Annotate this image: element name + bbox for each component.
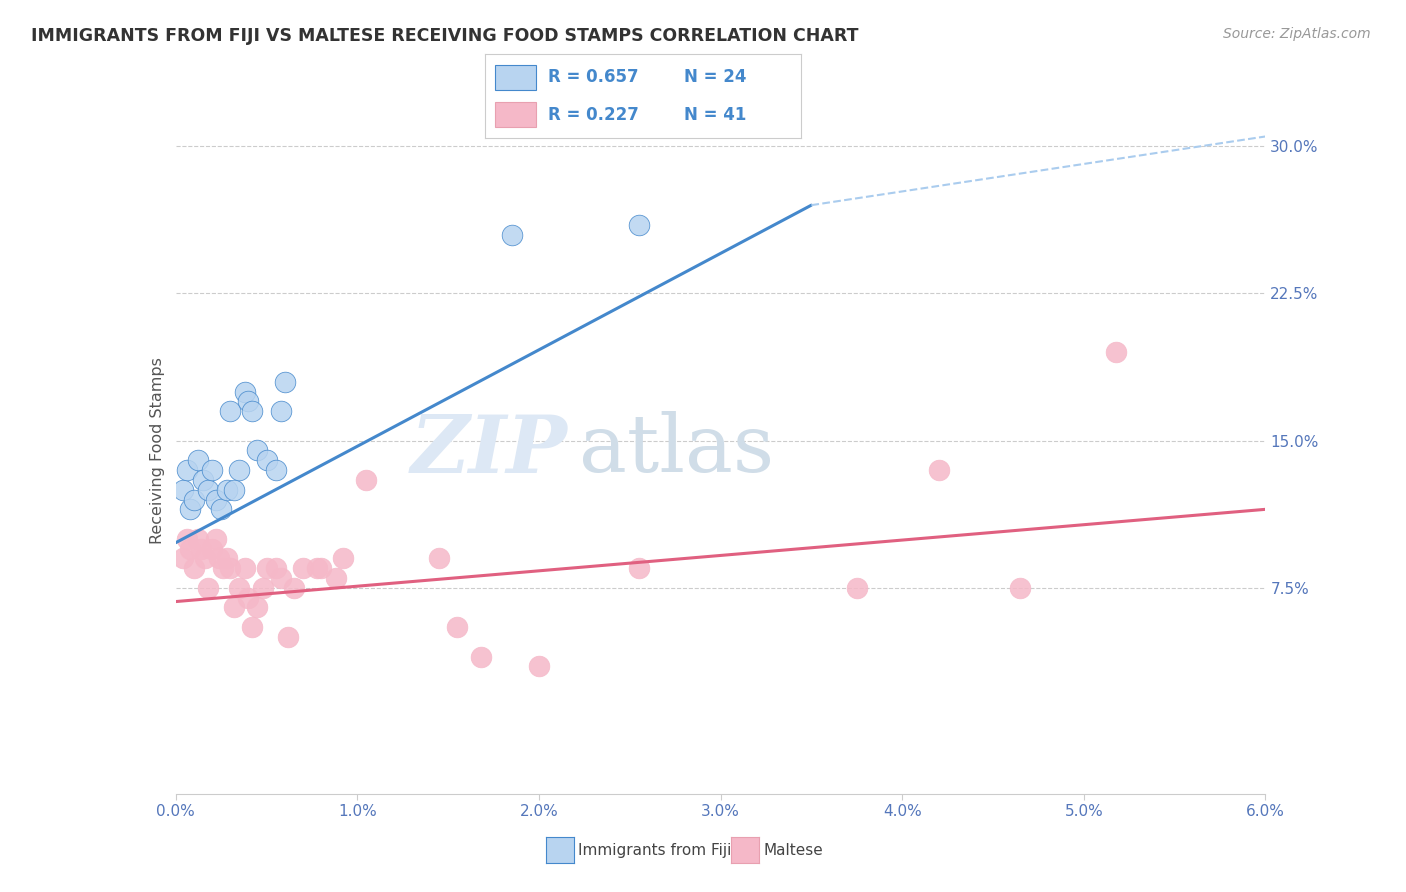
Point bbox=[1010, 581, 1032, 595]
Point bbox=[233, 384, 256, 399]
Text: N = 41: N = 41 bbox=[685, 105, 747, 123]
Point bbox=[197, 581, 219, 595]
Point bbox=[256, 561, 278, 575]
Point bbox=[240, 620, 263, 634]
Point bbox=[186, 453, 209, 467]
Point bbox=[228, 463, 250, 477]
Point bbox=[283, 581, 305, 595]
Point bbox=[238, 394, 260, 409]
Point bbox=[176, 463, 198, 477]
Point bbox=[240, 404, 263, 418]
Point bbox=[228, 581, 250, 595]
Point bbox=[194, 551, 217, 566]
Point bbox=[222, 600, 245, 615]
Bar bbox=[495, 102, 536, 128]
Point bbox=[176, 532, 198, 546]
Point bbox=[179, 502, 201, 516]
Text: atlas: atlas bbox=[579, 411, 775, 490]
Point bbox=[277, 630, 299, 644]
Point bbox=[307, 561, 329, 575]
Point bbox=[446, 620, 468, 634]
Point bbox=[246, 443, 269, 458]
Point bbox=[204, 492, 226, 507]
Point bbox=[627, 218, 650, 232]
Text: R = 0.657: R = 0.657 bbox=[548, 69, 638, 87]
Point bbox=[201, 541, 224, 556]
Point bbox=[1105, 345, 1128, 359]
Bar bbox=[495, 64, 536, 90]
Point bbox=[179, 541, 201, 556]
Point bbox=[183, 492, 205, 507]
Point bbox=[172, 483, 194, 497]
Point bbox=[208, 551, 231, 566]
Point bbox=[427, 551, 450, 566]
Point bbox=[191, 473, 214, 487]
Point bbox=[172, 551, 194, 566]
Point bbox=[270, 571, 292, 585]
Text: ZIP: ZIP bbox=[411, 412, 568, 489]
Text: Immigrants from Fiji: Immigrants from Fiji bbox=[578, 844, 731, 858]
Point bbox=[256, 453, 278, 467]
Point bbox=[186, 532, 209, 546]
Text: Maltese: Maltese bbox=[763, 844, 823, 858]
Point bbox=[332, 551, 354, 566]
Point bbox=[209, 502, 232, 516]
Point bbox=[252, 581, 274, 595]
Point bbox=[246, 600, 269, 615]
Point bbox=[219, 404, 242, 418]
Point bbox=[183, 561, 205, 575]
Point bbox=[201, 463, 224, 477]
Point bbox=[215, 483, 238, 497]
Point bbox=[264, 463, 287, 477]
Point bbox=[470, 649, 492, 664]
Point bbox=[190, 541, 212, 556]
Point bbox=[238, 591, 260, 605]
Point bbox=[325, 571, 347, 585]
Y-axis label: Receiving Food Stamps: Receiving Food Stamps bbox=[149, 357, 165, 544]
Text: N = 24: N = 24 bbox=[685, 69, 747, 87]
Point bbox=[215, 551, 238, 566]
Point bbox=[274, 375, 297, 389]
Point bbox=[222, 483, 245, 497]
Point bbox=[219, 561, 242, 575]
Point bbox=[204, 532, 226, 546]
Point bbox=[270, 404, 292, 418]
Point bbox=[928, 463, 950, 477]
Point bbox=[501, 227, 523, 242]
Point bbox=[309, 561, 332, 575]
Text: IMMIGRANTS FROM FIJI VS MALTESE RECEIVING FOOD STAMPS CORRELATION CHART: IMMIGRANTS FROM FIJI VS MALTESE RECEIVIN… bbox=[31, 27, 859, 45]
Text: R = 0.227: R = 0.227 bbox=[548, 105, 640, 123]
Point bbox=[264, 561, 287, 575]
Point bbox=[845, 581, 868, 595]
Point bbox=[356, 473, 378, 487]
Point bbox=[233, 561, 256, 575]
Text: Source: ZipAtlas.com: Source: ZipAtlas.com bbox=[1223, 27, 1371, 41]
Point bbox=[627, 561, 650, 575]
Point bbox=[527, 659, 550, 673]
Point bbox=[291, 561, 314, 575]
Point bbox=[197, 483, 219, 497]
Point bbox=[212, 561, 235, 575]
